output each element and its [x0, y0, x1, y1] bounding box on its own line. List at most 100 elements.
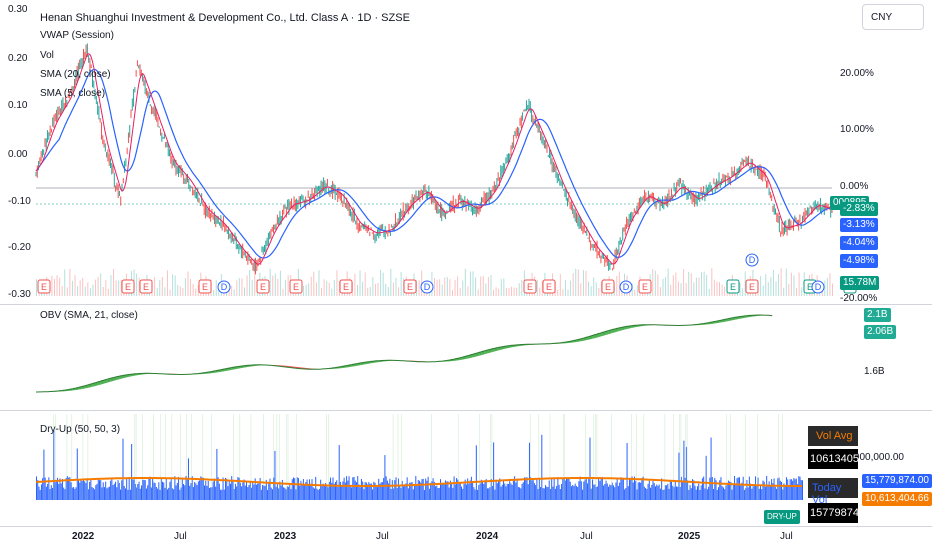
- dryup-volume-bar: [149, 476, 151, 500]
- pane-separator[interactable]: [0, 410, 932, 411]
- volume-bar: [236, 280, 238, 296]
- earnings-marker: [745, 279, 759, 294]
- dryup-volume-bar: [678, 452, 680, 500]
- indicator-label-sma20[interactable]: SMA (20, close): [40, 69, 111, 80]
- dryup-volume-bar: [567, 478, 569, 500]
- dryup-volume-bar: [648, 480, 650, 500]
- dryup-volume-bar: [514, 476, 516, 500]
- dryup-volume-bar: [138, 481, 140, 500]
- dryup-volume-bar: [737, 477, 739, 500]
- dryup-volume-bar: [213, 478, 215, 500]
- dryup-volume-bar: [118, 482, 120, 500]
- dryup-volume-bar: [278, 488, 280, 500]
- dryup-label[interactable]: Dry-Up (50, 50, 3): [40, 424, 121, 435]
- dryup-volume-bar: [500, 486, 502, 500]
- volume-bar: [97, 276, 99, 296]
- vol-avg-value-cell: 10613405: [808, 449, 859, 469]
- earnings-marker: [542, 279, 556, 294]
- dryup-volume-bar: [144, 480, 146, 500]
- volume-bar: [487, 276, 489, 296]
- dryup-volume-bar: [442, 482, 444, 500]
- dryup-volume-bar: [731, 489, 733, 500]
- earnings-marker-letter: E: [41, 282, 47, 292]
- dryup-volume-bar: [444, 480, 446, 500]
- dryup-volume-bar: [202, 477, 204, 500]
- dryup-volume-bar: [540, 487, 542, 500]
- dryup-volume-bar: [580, 481, 582, 500]
- volume-bar: [356, 284, 358, 296]
- dryup-volume-bar: [292, 477, 294, 500]
- dryup-volume-bar: [410, 482, 412, 500]
- volume-bar: [380, 269, 382, 296]
- dryup-volume-bar: [443, 483, 445, 500]
- dryup-volume-bar: [582, 489, 584, 500]
- dryup-volume-bar: [369, 483, 371, 500]
- volume-bar: [243, 287, 245, 296]
- dryup-volume-bar: [49, 488, 51, 500]
- dryup-volume-bar: [672, 485, 674, 500]
- dryup-volume-bar: [598, 477, 600, 500]
- dryup-volume-bar: [417, 479, 419, 500]
- dryup-volume-bar: [640, 482, 642, 500]
- dryup-volume-bar: [473, 487, 475, 500]
- dryup-volume-bar: [313, 488, 315, 500]
- currency-selector[interactable]: CNY: [862, 4, 924, 30]
- dryup-volume-bar: [310, 483, 312, 500]
- volume-bar: [559, 274, 561, 296]
- obv-label[interactable]: OBV (SMA, 21, close): [40, 310, 138, 321]
- dryup-volume-bar: [157, 488, 159, 500]
- volume-bar: [136, 273, 138, 296]
- indicator-label-sma5[interactable]: SMA (5, close): [40, 88, 106, 99]
- dryup-volume-bar: [474, 489, 476, 500]
- dryup-volume-bar: [406, 477, 408, 500]
- right-tick: 20.00%: [840, 68, 874, 79]
- dryup-volume-bar: [482, 481, 484, 500]
- dividend-marker: [619, 280, 633, 294]
- dryup-volume-bar: [376, 487, 378, 500]
- volume-bar: [434, 278, 435, 296]
- volume-bar: [390, 268, 392, 296]
- dryup-volume-bar: [564, 480, 566, 500]
- dryup-volume-bar: [658, 484, 660, 500]
- dryup-volume-bar: [122, 438, 124, 500]
- dryup-volume-bar: [133, 479, 135, 500]
- pane-separator[interactable]: [0, 304, 932, 305]
- indicator-label-vol[interactable]: Vol: [40, 50, 54, 61]
- dryup-volume-bar: [533, 483, 535, 500]
- volume-bar: [516, 287, 518, 296]
- volume-bar: [179, 286, 181, 296]
- dryup-volume-bar: [221, 489, 223, 500]
- dryup-volume-bar: [115, 481, 117, 500]
- volume-bar: [398, 287, 400, 296]
- dryup-volume-bar: [554, 488, 556, 500]
- volume-bar: [277, 278, 279, 296]
- dryup-volume-bar: [779, 480, 781, 500]
- dryup-volume-bar: [183, 484, 185, 500]
- dryup-volume-bar: [159, 489, 161, 500]
- dividend-marker: [745, 253, 759, 267]
- dryup-volume-bar: [105, 481, 107, 500]
- volume-bar: [79, 280, 81, 296]
- dryup-volume-bar: [249, 482, 251, 500]
- dryup-volume-bar: [69, 477, 71, 500]
- volume-bar: [215, 280, 217, 296]
- dryup-volume-bar: [323, 485, 325, 500]
- dryup-volume-bar: [446, 481, 448, 500]
- dryup-volume-bar: [79, 482, 81, 500]
- dryup-volume-bar: [87, 489, 89, 500]
- dryup-volume-bar: [619, 482, 621, 500]
- x-tick: Jul: [780, 531, 793, 542]
- indicator-label-vwap[interactable]: VWAP (Session): [40, 30, 114, 41]
- dryup-volume-bar: [336, 480, 338, 500]
- dryup-volume-bar: [772, 483, 774, 500]
- dryup-volume-bar: [250, 487, 252, 500]
- dryup-volume-bar: [762, 480, 764, 500]
- dryup-volume-bar: [552, 486, 554, 500]
- dryup-volume-bar: [307, 485, 309, 500]
- dryup-volume-bar: [216, 448, 218, 500]
- x-tick: 2024: [476, 531, 499, 542]
- dryup-volume-bar: [154, 482, 156, 500]
- dryup-volume-bar: [52, 487, 54, 500]
